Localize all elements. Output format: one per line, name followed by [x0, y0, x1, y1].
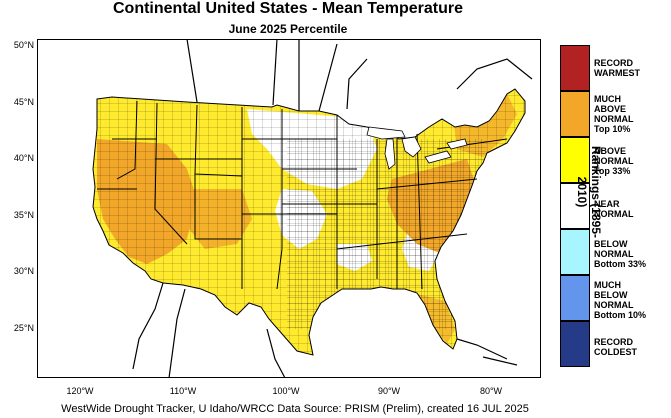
lon-label-90: 90°W [377, 386, 401, 396]
legend-swatch-record-coldest [560, 321, 590, 367]
us-temperature-map [37, 39, 541, 378]
legend-swatch-below [560, 229, 590, 275]
legend-axis-title: Rankings (1895-2010) [575, 145, 603, 239]
legend-label-near-normal: NEAR NORMAL [594, 199, 634, 219]
legend-swatch-much-above [560, 91, 590, 137]
lat-label-25: 25°N [13, 323, 34, 333]
legend-swatch-much-below [560, 275, 590, 321]
lat-label-40: 40°N [13, 153, 34, 163]
legend-swatch-near-normal [560, 183, 590, 229]
legend-swatch-record-warmest [560, 45, 590, 91]
lat-label-30: 30°N [13, 266, 34, 276]
lon-label-120: 120°W [66, 386, 94, 396]
lon-label-80: 80°W [479, 386, 503, 396]
lat-label-35: 35°N [13, 210, 34, 220]
legend-label-record-coldest: RECORD COLDEST [594, 337, 638, 357]
legend-label-much-below: MUCH BELOW NORMAL Bottom 10% [594, 280, 647, 320]
legend-label-below: BELOW NORMAL Bottom 33% [594, 239, 647, 269]
map-title: Continental United States - Mean Tempera… [113, 0, 463, 17]
legend-label-much-above: MUCH ABOVE NORMAL Top 10% [594, 94, 634, 134]
lat-label-50: 50°N [13, 40, 34, 50]
legend-swatch-above [560, 137, 590, 183]
lon-label-110: 110°W [169, 386, 197, 396]
legend-label-record-warmest: RECORD WARMEST [594, 58, 640, 78]
map-subtitle: June 2025 Percentile [228, 22, 348, 36]
legend-label-above: ABOVE NORMAL Top 33% [594, 146, 634, 176]
source-credit: WestWide Drought Tracker, U Idaho/WRCC D… [61, 403, 529, 415]
lat-label-45: 45°N [13, 97, 34, 107]
lon-label-100: 100°W [272, 386, 300, 396]
